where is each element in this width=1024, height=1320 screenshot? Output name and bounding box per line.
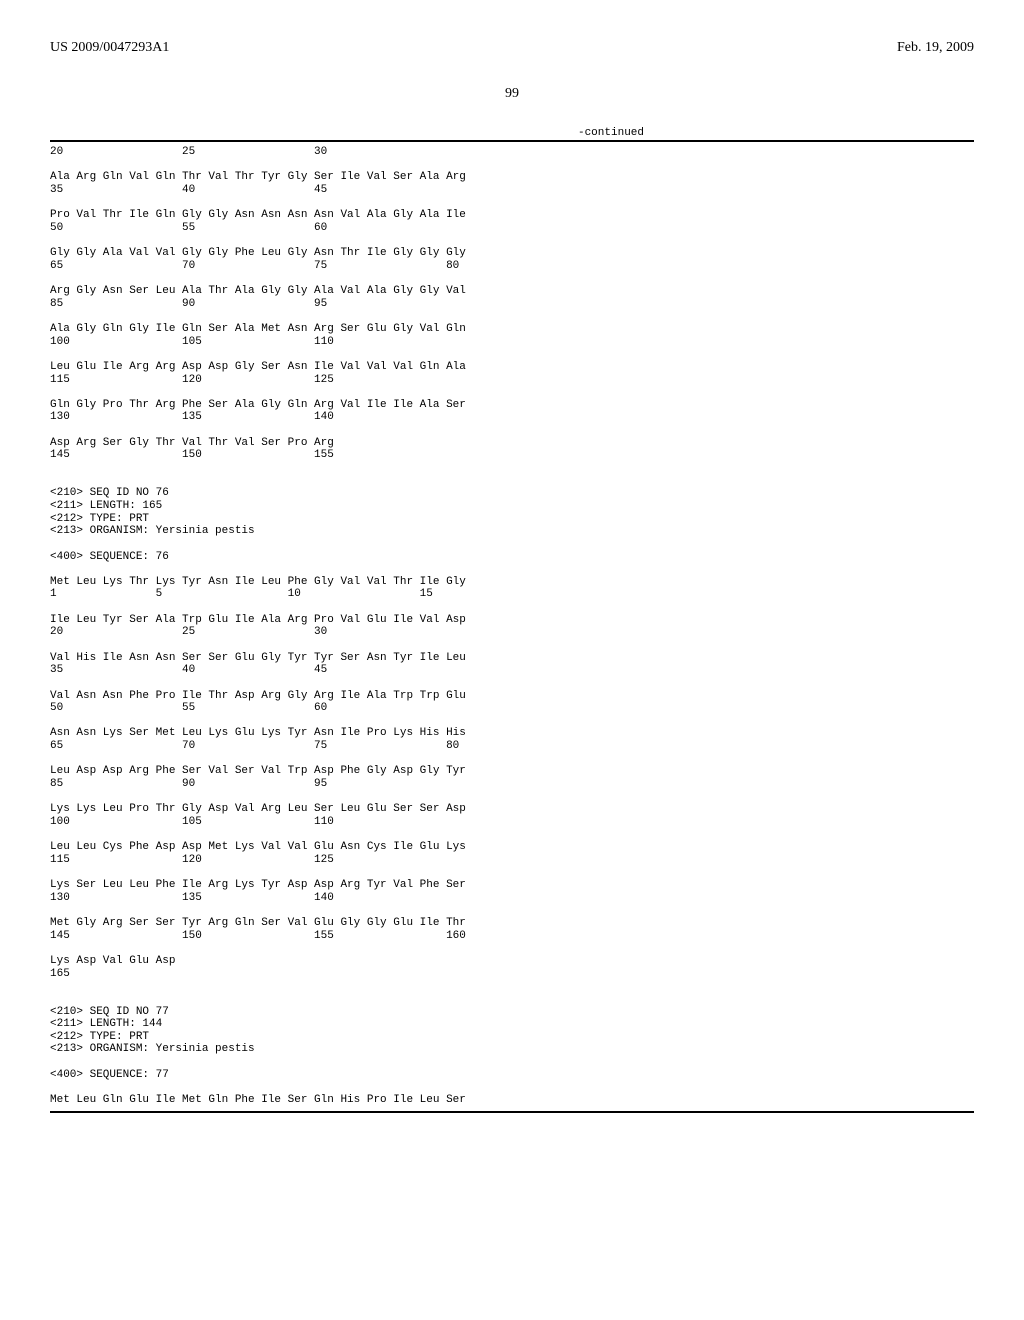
continued-label: -continued: [50, 127, 974, 139]
patent-number: US 2009/0047293A1: [50, 40, 169, 56]
page-number: 99: [50, 86, 974, 102]
page-header: US 2009/0047293A1 Feb. 19, 2009: [50, 40, 974, 56]
publication-date: Feb. 19, 2009: [897, 40, 974, 56]
sequence-listing: 20 25 30 Ala Arg Gln Val Gln Thr Val Thr…: [50, 140, 974, 1113]
